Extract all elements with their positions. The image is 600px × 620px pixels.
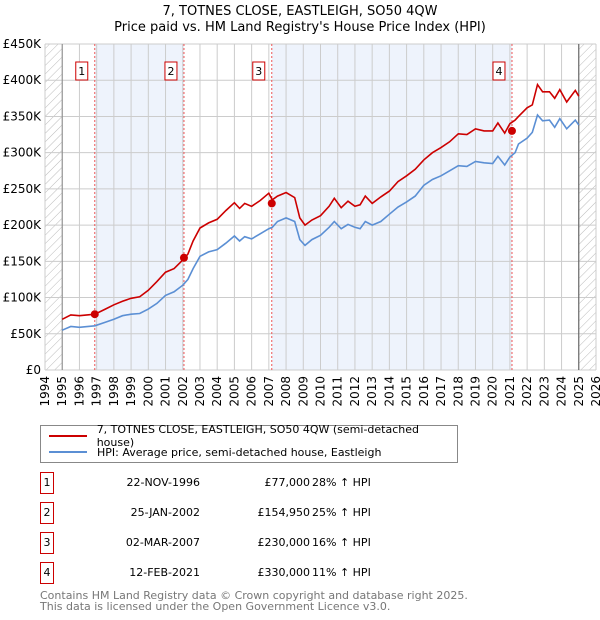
sale-number: 2 (40, 502, 54, 524)
x-tick-label: 2016 (417, 376, 431, 407)
shaded-period (94, 44, 184, 370)
x-tick-label: 2024 (555, 376, 569, 407)
sale-date: 02-MAR-2007 (125, 536, 200, 549)
x-tick-label: 2022 (520, 376, 534, 407)
sale-point (507, 126, 516, 135)
y-tick-label: £200K (3, 218, 43, 232)
x-tick-label: 2015 (400, 376, 414, 407)
chart-title: 7, TOTNES CLOSE, EASTLEIGH, SO50 4QW (162, 4, 438, 19)
x-tick-label: 2019 (468, 376, 482, 407)
y-tick-label: £100K (3, 291, 43, 305)
sale-label-number: 4 (495, 65, 502, 78)
sale-hpi-diff: 28% ↑ HPI (312, 476, 371, 489)
sale-price: £154,950 (257, 506, 311, 519)
x-tick-label: 2023 (537, 376, 551, 407)
sale-number: 4 (40, 562, 54, 584)
x-tick-label: 2017 (434, 376, 448, 407)
shaded-period (271, 44, 512, 370)
y-tick-label: £300K (3, 146, 43, 160)
sale-date: 25-JAN-2002 (130, 506, 200, 519)
hpi-line (61, 113, 580, 331)
property-price-line (61, 82, 580, 321)
x-tick-label: 1996 (72, 376, 86, 407)
footer-line-2: This data is licensed under the Open Gov… (40, 600, 391, 613)
x-tick-label: 1994 (38, 376, 52, 407)
x-tick-label: 2003 (193, 376, 207, 407)
x-tick-label: 2014 (382, 376, 396, 407)
sale-date: 22-NOV-1996 (126, 476, 200, 489)
chart-subtitle: Price paid vs. HM Land Registry's House … (114, 20, 486, 35)
sale-number: 1 (40, 472, 54, 494)
y-tick-label: £50K (10, 327, 42, 341)
sale-point (179, 253, 188, 262)
sale-label-box (492, 61, 506, 81)
y-tick-label: £0 (26, 363, 41, 377)
sale-row: 3 02-MAR-2007 £230,000 16% ↑ HPI (40, 532, 440, 554)
x-tick-label: 2001 (159, 376, 173, 407)
x-tick-label: 2005 (227, 376, 241, 407)
hatched-region-left (45, 44, 63, 370)
sale-label-box (75, 61, 89, 81)
sale-row: 2 25-JAN-2002 £154,950 25% ↑ HPI (40, 502, 440, 524)
x-tick-label: 2002 (176, 376, 190, 407)
x-tick-label: 2018 (451, 376, 465, 407)
sale-row: 4 12-FEB-2021 £330,000 11% ↑ HPI (40, 562, 440, 584)
x-tick-label: 2025 (572, 376, 586, 407)
legend-label-hpi: HPI: Average price, semi-detached house,… (97, 445, 382, 459)
sale-row: 1 22-NOV-1996 £77,000 28% ↑ HPI (40, 472, 440, 494)
x-tick-label: 2021 (503, 376, 517, 407)
y-tick-label: £350K (3, 109, 43, 123)
sale-price: £330,000 (257, 566, 311, 579)
x-tick-label: 2010 (314, 376, 328, 407)
x-tick-label: 1997 (90, 376, 104, 407)
x-tick-label: 2012 (348, 376, 362, 407)
legend: 7, TOTNES CLOSE, EASTLEIGH, SO50 4QW (se… (40, 423, 458, 463)
sale-price: £230,000 (257, 536, 311, 549)
x-tick-label: 1995 (55, 376, 69, 407)
legend-swatch-hpi (49, 451, 87, 453)
sale-point (90, 310, 99, 319)
legend-swatch-property (49, 435, 87, 437)
y-tick-label: £150K (3, 254, 43, 268)
x-tick-label: 2013 (365, 376, 379, 407)
sale-label-number: 3 (255, 65, 262, 78)
x-tick-label: 1999 (124, 376, 138, 407)
x-tick-label: 2020 (486, 376, 500, 407)
sale-label-number: 1 (78, 65, 85, 78)
x-tick-label: 2008 (279, 376, 293, 407)
x-tick-label: 2007 (262, 376, 276, 407)
sale-point (267, 199, 276, 208)
sale-label-box (164, 61, 178, 81)
x-tick-label: 2009 (296, 376, 310, 407)
sale-label-box (252, 61, 266, 81)
x-tick-label: 2006 (245, 376, 259, 407)
y-tick-label: £400K (3, 73, 43, 87)
sale-hpi-diff: 25% ↑ HPI (312, 506, 371, 519)
sale-number: 3 (40, 532, 54, 554)
y-tick-label: £250K (3, 182, 43, 196)
x-tick-label: 2026 (589, 376, 600, 407)
price-chart: 1994 1995 1996 1997 1998 1999 2000 2001 2002 2003… (3, 37, 600, 407)
sale-price: £77,000 (264, 476, 311, 489)
sale-hpi-diff: 11% ↑ HPI (312, 566, 371, 579)
sale-date: 12-FEB-2021 (129, 566, 200, 579)
sale-hpi-diff: 16% ↑ HPI (312, 536, 371, 549)
x-tick-label: 2011 (331, 376, 345, 407)
y-tick-label: £450K (3, 37, 43, 51)
footer-line-1: Contains HM Land Registry data © Crown c… (40, 589, 468, 602)
hatched-region-right (578, 44, 596, 370)
x-tick-label: 2000 (141, 376, 155, 407)
x-tick-label: 1998 (107, 376, 121, 407)
x-tick-label: 2004 (210, 376, 224, 407)
legend-label-property: 7, TOTNES CLOSE, EASTLEIGH, SO50 4QW (se… (96, 423, 419, 449)
sale-label-number: 2 (167, 65, 174, 78)
